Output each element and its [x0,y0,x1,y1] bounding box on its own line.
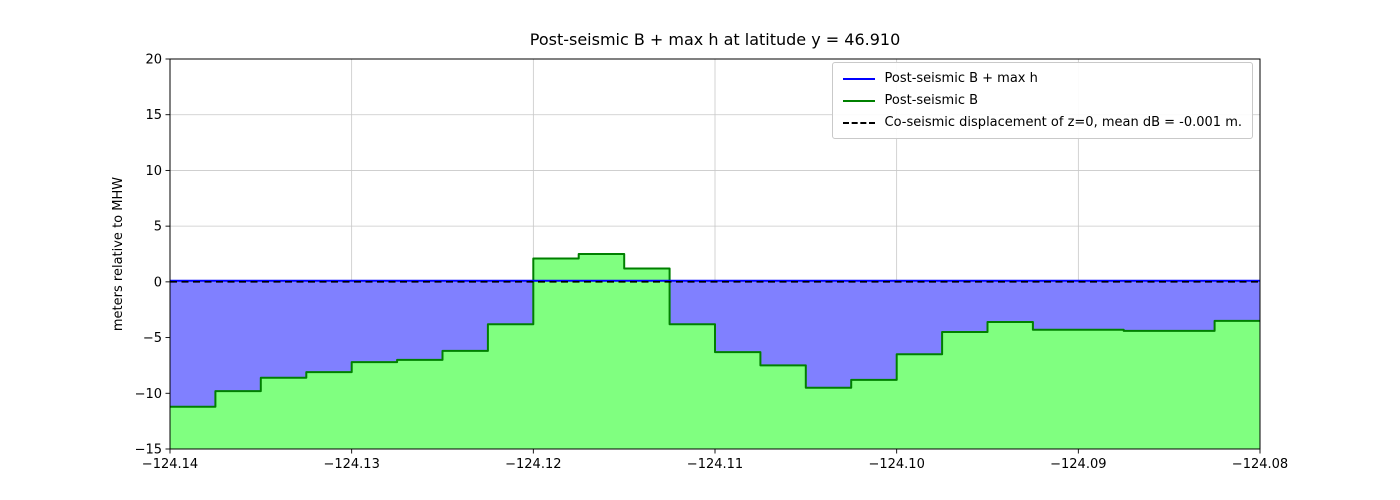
x-tick-label: −124.12 [505,457,561,472]
y-tick-label: 20 [145,53,162,68]
legend-label: Post-seismic B [884,93,979,108]
legend-entry: Co-seismic displacement of z=0, mean dB … [842,114,1243,131]
chart-title: Post-seismic B + max h at latitude y = 4… [530,30,901,49]
legend-entry: Post-seismic B + max h [842,70,1243,87]
y-tick-label: 0 [154,275,162,290]
legend-dashed-line-sample [842,121,875,124]
post-seismic-B-line [170,253,1260,408]
line-layer [170,253,1260,408]
y-tick-label: 5 [154,220,162,235]
y-tick-label: −5 [143,331,162,346]
legend-label: Post-seismic B + max h [884,71,1038,86]
x-tick-label: −124.08 [1232,457,1288,472]
tick-layer: −124.14 −124.13 −124.12 −124.11 −124.10 −124.… [135,53,1289,473]
x-tick-label: −124.09 [1050,457,1106,472]
x-tick-label: −124.13 [323,457,379,472]
legend-entry: Post-seismic B [842,92,1243,109]
legend-line-sample [842,99,875,102]
x-tick-label: −124.14 [142,457,198,472]
legend-label: Co-seismic displacement of z=0, mean dB … [884,115,1243,130]
y-axis-label: meters relative to MHW [111,177,126,331]
y-tick-label: 10 [145,164,162,179]
y-tick-label: −15 [135,443,162,458]
y-tick-label: −10 [135,387,162,402]
y-tick-label: 15 [145,108,162,123]
x-tick-label: −124.11 [687,457,743,472]
legend-line-sample [842,77,875,80]
legend: Post-seismic B + max h Post-seismic B Co-s… [831,62,1253,139]
x-tick-label: −124.10 [868,457,924,472]
